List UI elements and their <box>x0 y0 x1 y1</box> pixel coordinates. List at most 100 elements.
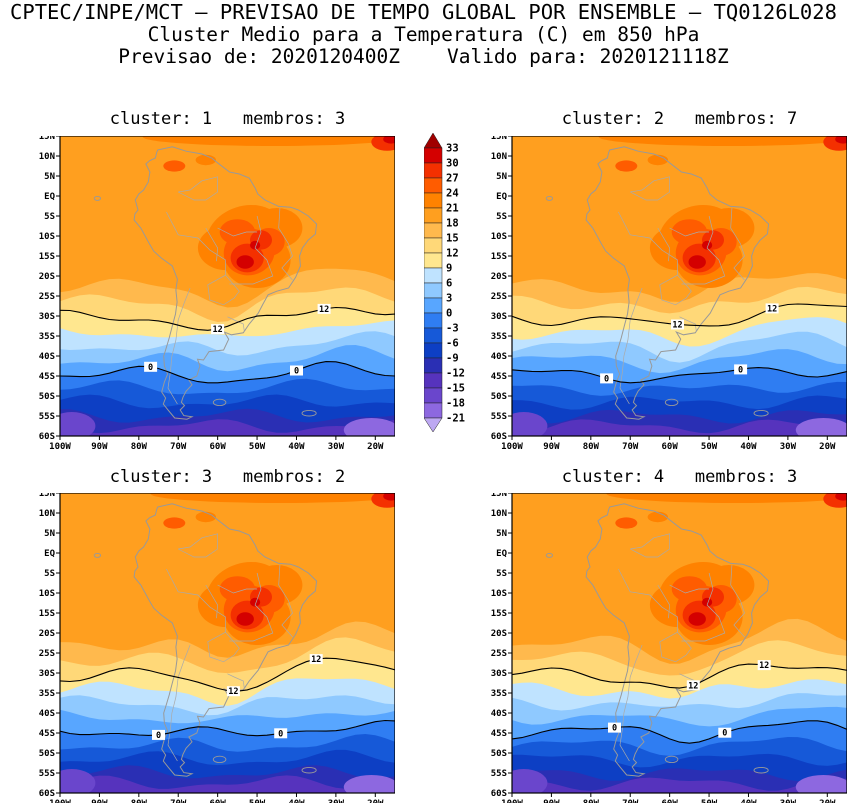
svg-text:-9: -9 <box>446 353 459 365</box>
svg-text:60S: 60S <box>39 789 55 799</box>
svg-text:100W: 100W <box>49 442 71 452</box>
svg-text:0: 0 <box>738 365 743 375</box>
svg-text:100W: 100W <box>501 442 523 452</box>
svg-text:6: 6 <box>446 278 452 290</box>
map-canvas: 12 12 0 0 15N 10N 5N EQ 5S 10S 15S 20S 25S 30S 35S 40S 4… <box>491 132 847 452</box>
svg-text:60S: 60S <box>39 432 55 442</box>
svg-text:25S: 25S <box>491 649 507 659</box>
cluster-1-map: 12 12 0 0 15N 10N 5N EQ 5S 10S 15S 20S 25S 30S 35S 40S 4… <box>35 132 396 454</box>
svg-text:10S: 10S <box>491 232 507 242</box>
svg-text:15S: 15S <box>491 609 507 619</box>
svg-text:5S: 5S <box>44 212 55 222</box>
svg-text:15S: 15S <box>39 252 55 262</box>
svg-text:60W: 60W <box>210 442 227 452</box>
svg-text:40S: 40S <box>39 352 55 362</box>
svg-text:50S: 50S <box>39 749 55 759</box>
svg-text:40W: 40W <box>740 442 757 452</box>
svg-text:50S: 50S <box>491 392 507 402</box>
svg-text:40S: 40S <box>491 709 507 719</box>
svg-text:30W: 30W <box>328 799 345 803</box>
svg-text:0: 0 <box>148 363 153 373</box>
svg-text:15N: 15N <box>491 136 507 142</box>
svg-text:40W: 40W <box>288 799 305 803</box>
cluster-3-map: 12 12 0 0 15N 10N 5N EQ 5S 10S 15S 20S 25S 30S 35S 40S 4… <box>35 489 396 803</box>
svg-text:5S: 5S <box>496 569 507 579</box>
svg-text:60S: 60S <box>491 432 507 442</box>
svg-text:30S: 30S <box>491 312 507 322</box>
svg-text:-6: -6 <box>446 338 459 350</box>
svg-text:15: 15 <box>446 233 459 245</box>
svg-text:20W: 20W <box>367 442 384 452</box>
svg-text:55S: 55S <box>491 769 507 779</box>
svg-text:55S: 55S <box>39 412 55 422</box>
temperature-colorbar: 33 30 27 24 21 18 15 12 9 6 3 0 -3 -6 -9 -12 -15 -18 -21 <box>423 132 474 440</box>
map-canvas: 12 12 0 0 15N 10N 5N EQ 5S 10S 15S 20S 25S 30S 35S 40S 4… <box>491 489 847 803</box>
svg-text:15S: 15S <box>39 609 55 619</box>
svg-text:20S: 20S <box>39 629 55 639</box>
svg-text:10S: 10S <box>39 232 55 242</box>
svg-text:3: 3 <box>446 293 452 305</box>
svg-text:EQ: EQ <box>496 549 507 559</box>
svg-text:5S: 5S <box>44 569 55 579</box>
svg-text:12: 12 <box>311 655 321 665</box>
svg-text:45S: 45S <box>39 372 55 382</box>
svg-text:70W: 70W <box>170 799 187 803</box>
svg-text:10S: 10S <box>491 589 507 599</box>
panel-title-cluster-3: cluster: 3 membros: 2 <box>109 467 346 487</box>
svg-text:20W: 20W <box>367 799 384 803</box>
svg-text:-3: -3 <box>446 323 459 335</box>
svg-text:50W: 50W <box>249 442 266 452</box>
svg-text:0: 0 <box>612 724 617 734</box>
svg-text:50W: 50W <box>701 442 718 452</box>
svg-text:50S: 50S <box>39 392 55 402</box>
svg-text:100W: 100W <box>49 799 71 803</box>
cluster-4-map: 12 12 0 0 15N 10N 5N EQ 5S 10S 15S 20S 25S 30S 35S 40S 4… <box>487 489 847 803</box>
svg-text:70W: 70W <box>622 442 639 452</box>
svg-text:25S: 25S <box>491 292 507 302</box>
svg-text:30W: 30W <box>780 799 797 803</box>
svg-text:5S: 5S <box>496 212 507 222</box>
svg-text:27: 27 <box>446 173 459 185</box>
svg-text:50W: 50W <box>249 799 266 803</box>
svg-text:12: 12 <box>446 248 459 260</box>
panel-title-cluster-4: cluster: 4 membros: 3 <box>561 467 798 487</box>
svg-text:-15: -15 <box>446 383 465 395</box>
svg-text:10S: 10S <box>39 589 55 599</box>
svg-text:10N: 10N <box>491 509 507 519</box>
svg-text:30S: 30S <box>491 669 507 679</box>
svg-text:70W: 70W <box>170 442 187 452</box>
svg-text:40S: 40S <box>491 352 507 362</box>
svg-text:55S: 55S <box>491 412 507 422</box>
svg-text:45S: 45S <box>39 729 55 739</box>
map-canvas: 12 12 0 0 15N 10N 5N EQ 5S 10S 15S 20S 25S 30S 35S 40S 4… <box>39 489 396 803</box>
svg-text:0: 0 <box>604 374 609 384</box>
svg-text:15N: 15N <box>491 493 507 499</box>
svg-text:70W: 70W <box>622 799 639 803</box>
svg-text:80W: 80W <box>583 799 600 803</box>
svg-text:50S: 50S <box>491 749 507 759</box>
svg-text:60S: 60S <box>491 789 507 799</box>
svg-text:45S: 45S <box>491 372 507 382</box>
svg-text:EQ: EQ <box>496 192 507 202</box>
svg-text:20W: 20W <box>819 799 836 803</box>
svg-text:0: 0 <box>722 729 727 739</box>
svg-text:45S: 45S <box>491 729 507 739</box>
svg-text:10N: 10N <box>39 152 55 162</box>
svg-text:90W: 90W <box>543 442 560 452</box>
svg-text:35S: 35S <box>491 332 507 342</box>
svg-text:35S: 35S <box>39 689 55 699</box>
svg-text:60W: 60W <box>210 799 227 803</box>
svg-text:5N: 5N <box>496 529 507 539</box>
svg-text:20S: 20S <box>39 272 55 282</box>
svg-text:21: 21 <box>446 203 459 215</box>
svg-text:30: 30 <box>446 158 459 170</box>
svg-text:50W: 50W <box>701 799 718 803</box>
svg-text:30S: 30S <box>39 669 55 679</box>
svg-text:80W: 80W <box>131 799 148 803</box>
header-line-3: Previsao de: 2020120400Z Valido para: 20… <box>118 45 729 68</box>
svg-text:35S: 35S <box>491 689 507 699</box>
header-line-1: CPTEC/INPE/MCT — PREVISAO DE TEMPO GLOBA… <box>10 0 837 24</box>
svg-text:40W: 40W <box>288 442 305 452</box>
svg-text:55S: 55S <box>39 769 55 779</box>
